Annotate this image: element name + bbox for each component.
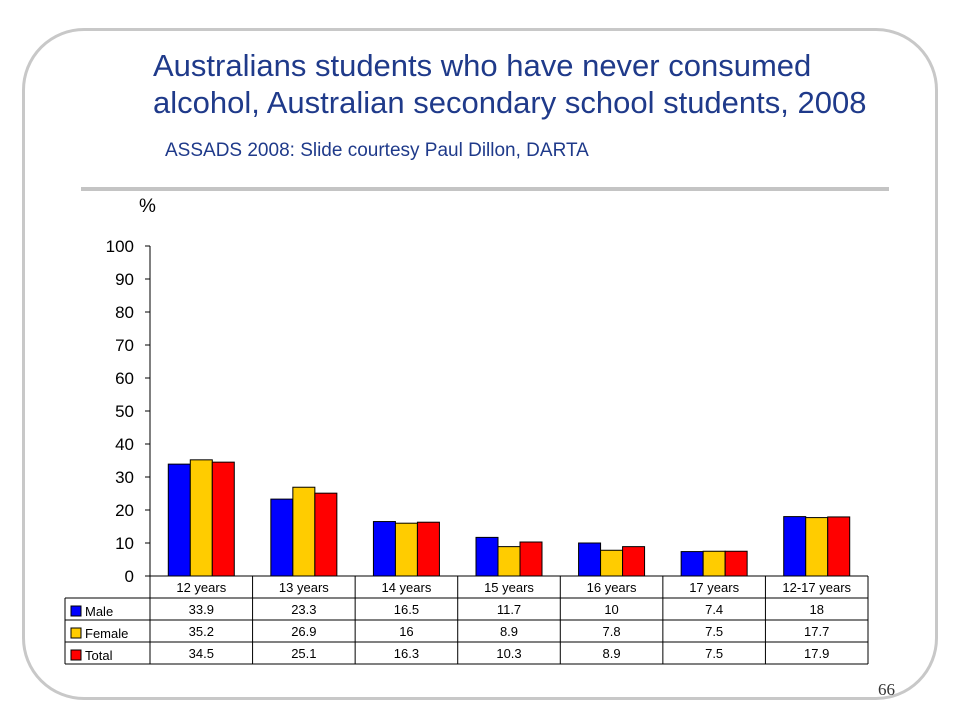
x-category-label: 14 years	[381, 580, 431, 595]
data-label: 17.9	[804, 646, 829, 661]
y-tick-label: 40	[115, 435, 134, 454]
data-label: 18	[809, 602, 823, 617]
slide-frame	[22, 28, 938, 700]
y-tick-label: 100	[106, 237, 134, 256]
legend-swatch-male	[70, 605, 82, 617]
bar-total	[724, 550, 748, 577]
data-label: 16.5	[394, 602, 419, 617]
slide-subtitle: ASSADS 2008: Slide courtesy Paul Dillon,…	[165, 140, 589, 161]
x-category-label: 12 years	[176, 580, 226, 595]
data-label: 33.9	[189, 602, 214, 617]
x-category-label: 15 years	[484, 580, 534, 595]
data-label: 17.7	[804, 624, 829, 639]
page-number: 66	[878, 680, 895, 699]
data-label: 10	[604, 602, 618, 617]
data-label: 23.3	[291, 602, 316, 617]
y-tick-label: 0	[125, 567, 134, 586]
title-divider	[81, 187, 889, 191]
bar-total	[314, 492, 338, 577]
legend-swatch-total	[70, 649, 82, 661]
bar-male	[578, 542, 602, 577]
data-label: 8.9	[500, 624, 518, 639]
data-label: 34.5	[189, 646, 214, 661]
bar-female	[600, 549, 624, 577]
y-tick-label: 90	[115, 270, 134, 289]
y-tick-label: 30	[115, 468, 134, 487]
bar-male	[783, 516, 807, 577]
bar-total	[622, 546, 646, 577]
bar-male	[475, 536, 499, 577]
x-category-label: 13 years	[279, 580, 329, 595]
data-label: 25.1	[291, 646, 316, 661]
legend-label-total: Total	[85, 648, 113, 663]
data-label: 10.3	[496, 646, 521, 661]
data-label: 16	[399, 624, 413, 639]
bar-female	[805, 517, 829, 577]
y-tick-label: 20	[115, 501, 134, 520]
bar-male	[372, 521, 396, 577]
slide-title: Australians students who have never cons…	[153, 48, 867, 120]
legend-swatch-female	[70, 627, 82, 639]
y-tick-label: 10	[115, 534, 134, 553]
data-label: 8.9	[603, 646, 621, 661]
bar-female	[394, 522, 418, 577]
bar-female	[702, 550, 726, 577]
legend-label-male: Male	[85, 604, 113, 619]
y-tick-label: 50	[115, 402, 134, 421]
x-category-label: 17 years	[689, 580, 739, 595]
x-category-label: 16 years	[587, 580, 637, 595]
data-label: 7.4	[705, 602, 723, 617]
bar-female	[189, 459, 213, 577]
data-label: 7.5	[705, 624, 723, 639]
x-category-label: 12-17 years	[782, 580, 851, 595]
data-label: 16.3	[394, 646, 419, 661]
y-tick-label: 60	[115, 369, 134, 388]
bar-total	[519, 541, 543, 577]
data-label: 7.5	[705, 646, 723, 661]
bar-female	[497, 546, 521, 577]
data-label: 7.8	[603, 624, 621, 639]
legend-label-female: Female	[85, 626, 128, 641]
data-label: 11.7	[497, 602, 521, 617]
bar-male	[680, 551, 704, 577]
bar-female	[292, 486, 316, 577]
y-axis-unit: %	[139, 196, 156, 217]
y-tick-label: 70	[115, 336, 134, 355]
data-label: 35.2	[189, 624, 214, 639]
bar-total	[827, 516, 851, 577]
bar-total	[416, 521, 440, 577]
bar-male	[270, 498, 294, 577]
bar-total	[211, 461, 235, 577]
data-label: 26.9	[291, 624, 316, 639]
bar-male	[167, 463, 191, 577]
y-tick-label: 80	[115, 303, 134, 322]
